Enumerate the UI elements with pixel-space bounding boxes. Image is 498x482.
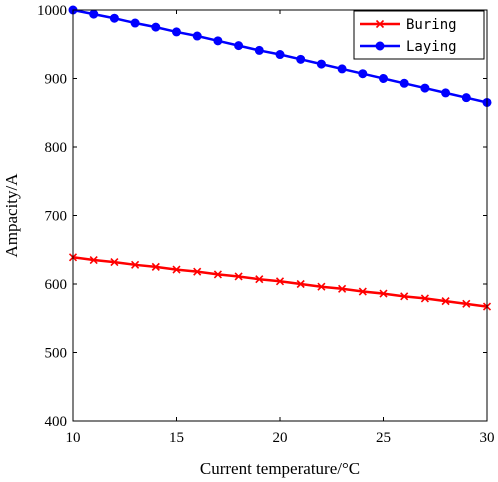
data-point-laying [461, 93, 471, 103]
y-tick-label: 500 [45, 346, 68, 362]
y-tick-label: 800 [45, 140, 68, 156]
data-point-buring [110, 258, 119, 267]
data-point-buring [462, 299, 471, 308]
legend-label-buring: Buring [406, 17, 457, 33]
data-point-buring [441, 297, 450, 306]
x-tick-label: 25 [376, 430, 391, 446]
y-axis-ticks: 400 500 600 700 800 900 1000 [37, 3, 487, 430]
data-point-buring [89, 255, 98, 265]
y-tick-label: 400 [45, 414, 68, 430]
data-point-buring [234, 272, 243, 281]
legend-marker-buring [375, 19, 385, 29]
data-point-buring [400, 292, 409, 301]
legend-marker [375, 41, 385, 51]
legend-label-laying: Laying [406, 39, 457, 55]
data-point-laying [109, 13, 119, 23]
series-buring [68, 253, 492, 311]
data-point-buring [255, 275, 264, 284]
data-point-laying [275, 50, 285, 60]
data-point-laying [379, 74, 388, 83]
y-tick-label: 700 [45, 209, 68, 225]
x-axis-ticks: 10 15 20 25 30 [66, 10, 495, 446]
data-point-buring [213, 270, 222, 279]
data-point-laying [130, 18, 140, 28]
series-laying [68, 5, 492, 107]
y-tick-label: 900 [45, 72, 68, 88]
x-tick-label: 15 [169, 430, 184, 446]
data-point-buring [296, 279, 305, 289]
data-point-laying [337, 64, 347, 74]
series-layer [68, 5, 492, 311]
data-point-laying [172, 27, 181, 37]
data-point-buring [317, 282, 326, 291]
data-point-buring [379, 289, 388, 298]
data-point-buring [338, 284, 347, 293]
data-point-buring [172, 265, 181, 274]
data-point-buring [151, 262, 160, 271]
data-point-laying [399, 78, 409, 88]
y-axis-label: Ampacity/A [2, 173, 21, 258]
data-point-laying [89, 9, 99, 19]
data-point-laying [192, 31, 202, 41]
data-point-laying [254, 45, 264, 55]
data-point-laying [151, 22, 161, 32]
plot-frame [72, 9, 488, 422]
data-point-laying [296, 54, 306, 64]
legend: Buring Laying [353, 10, 485, 60]
legend-marker-laying [375, 41, 385, 51]
data-point-laying [358, 69, 368, 79]
data-point-buring [420, 294, 429, 303]
data-point-buring [275, 277, 285, 286]
x-tick-label: 20 [273, 430, 288, 446]
data-point-laying [420, 83, 430, 93]
y-tick-label: 600 [45, 277, 68, 293]
legend-box [353, 10, 485, 60]
data-point-buring [131, 260, 140, 269]
x-tick-label: 30 [480, 430, 495, 446]
data-point-laying [316, 59, 326, 69]
data-point-buring [193, 267, 202, 276]
data-point-laying [234, 41, 244, 51]
x-axis-label: Current temperature/°C [200, 459, 360, 478]
legend-marker [375, 19, 385, 29]
data-point-laying [213, 36, 223, 46]
data-point-buring [358, 287, 367, 296]
y-tick-label: 1000 [37, 3, 67, 19]
x-tick-label: 10 [66, 430, 81, 446]
data-point-laying [441, 88, 451, 98]
